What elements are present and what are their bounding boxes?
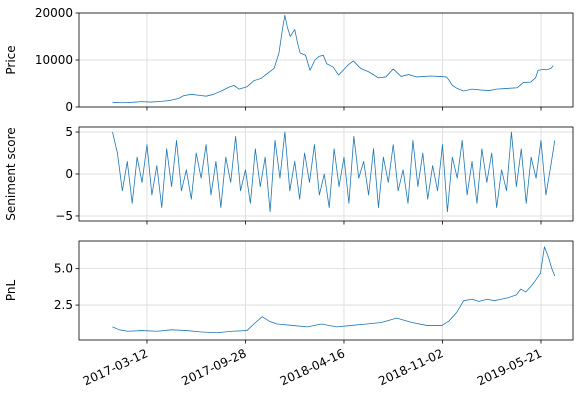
panel-sentiment: −5 0 5 Seniment score — [4, 125, 574, 225]
x-tick-label: 2018-04-16 — [278, 346, 347, 388]
y-tick-label: 0 — [65, 167, 73, 181]
y-tick-label: 2.5 — [54, 298, 73, 312]
pnl-series-line — [112, 246, 556, 334]
y-tick-label: 20000 — [35, 6, 73, 20]
x-tick-label: 2019-05-21 — [475, 346, 544, 388]
panel-price: 0 10000 20000 Price — [4, 6, 574, 114]
y-tick-label: 5 — [65, 125, 73, 139]
axes-frame — [78, 240, 574, 341]
sentiment-series-line — [112, 131, 556, 213]
pnl-y-axis-label: PnL — [4, 280, 18, 302]
panel-pnl: 2.5 5.0 2017-03-12 2017-09-28 2018-04-16 2018… — [4, 240, 574, 388]
x-tick-label: 2017-09-28 — [179, 346, 248, 388]
y-tick-label: 10000 — [35, 53, 73, 67]
price-y-axis-label: Price — [4, 45, 18, 74]
y-tick-label: 5.0 — [54, 262, 73, 276]
y-tick-label: 0 — [65, 100, 73, 114]
price-series-line — [112, 14, 554, 104]
x-tick-label: 2017-03-12 — [81, 346, 150, 388]
x-tick-label: 2018-11-02 — [376, 346, 445, 388]
sentiment-y-axis-label: Seniment score — [4, 127, 18, 220]
y-tick-label: −5 — [55, 209, 73, 223]
